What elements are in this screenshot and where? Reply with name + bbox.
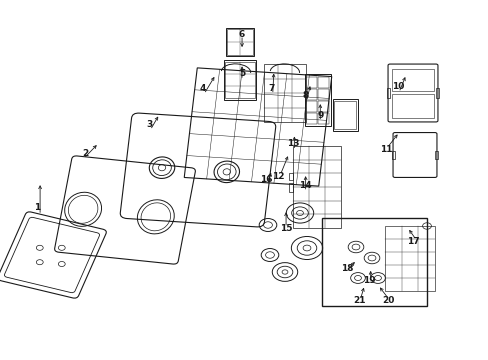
Bar: [333, 101, 355, 129]
Bar: [384, 225, 434, 291]
Text: 14: 14: [299, 181, 311, 190]
Bar: [224, 60, 256, 100]
Bar: [332, 99, 357, 131]
Bar: [391, 94, 433, 118]
Bar: [306, 113, 316, 124]
Bar: [184, 68, 331, 186]
Text: 19: 19: [362, 276, 375, 285]
Text: 18: 18: [340, 264, 353, 273]
Text: 13: 13: [286, 139, 299, 148]
Text: 2: 2: [82, 149, 88, 158]
Bar: [434, 152, 437, 159]
Text: 8: 8: [302, 91, 308, 100]
Bar: [292, 146, 340, 228]
Text: 11: 11: [379, 145, 392, 154]
Bar: [318, 77, 328, 88]
Text: 12: 12: [272, 172, 285, 181]
Text: 20: 20: [382, 296, 394, 305]
Bar: [288, 183, 292, 192]
Bar: [318, 113, 328, 124]
Bar: [264, 64, 305, 122]
Text: 5: 5: [239, 69, 244, 78]
Text: 9: 9: [316, 111, 323, 120]
Bar: [306, 77, 316, 88]
Text: 4: 4: [199, 84, 206, 93]
Text: 3: 3: [146, 120, 152, 129]
Bar: [225, 28, 253, 56]
Bar: [322, 218, 427, 306]
Text: 16: 16: [260, 175, 272, 184]
Text: 17: 17: [406, 237, 419, 246]
Bar: [306, 101, 316, 112]
Bar: [318, 89, 328, 100]
Bar: [306, 89, 316, 100]
Bar: [391, 152, 394, 159]
Text: 1: 1: [34, 202, 40, 211]
Bar: [435, 88, 438, 98]
Text: 7: 7: [267, 84, 274, 93]
Bar: [305, 74, 330, 126]
Bar: [391, 69, 433, 91]
Text: 21: 21: [352, 296, 365, 305]
Text: 15: 15: [279, 224, 292, 233]
Bar: [226, 30, 252, 55]
Text: 6: 6: [239, 30, 244, 39]
Bar: [386, 88, 389, 98]
Bar: [318, 101, 328, 112]
Bar: [224, 62, 255, 98]
Bar: [288, 172, 292, 180]
Text: 10: 10: [391, 82, 404, 91]
